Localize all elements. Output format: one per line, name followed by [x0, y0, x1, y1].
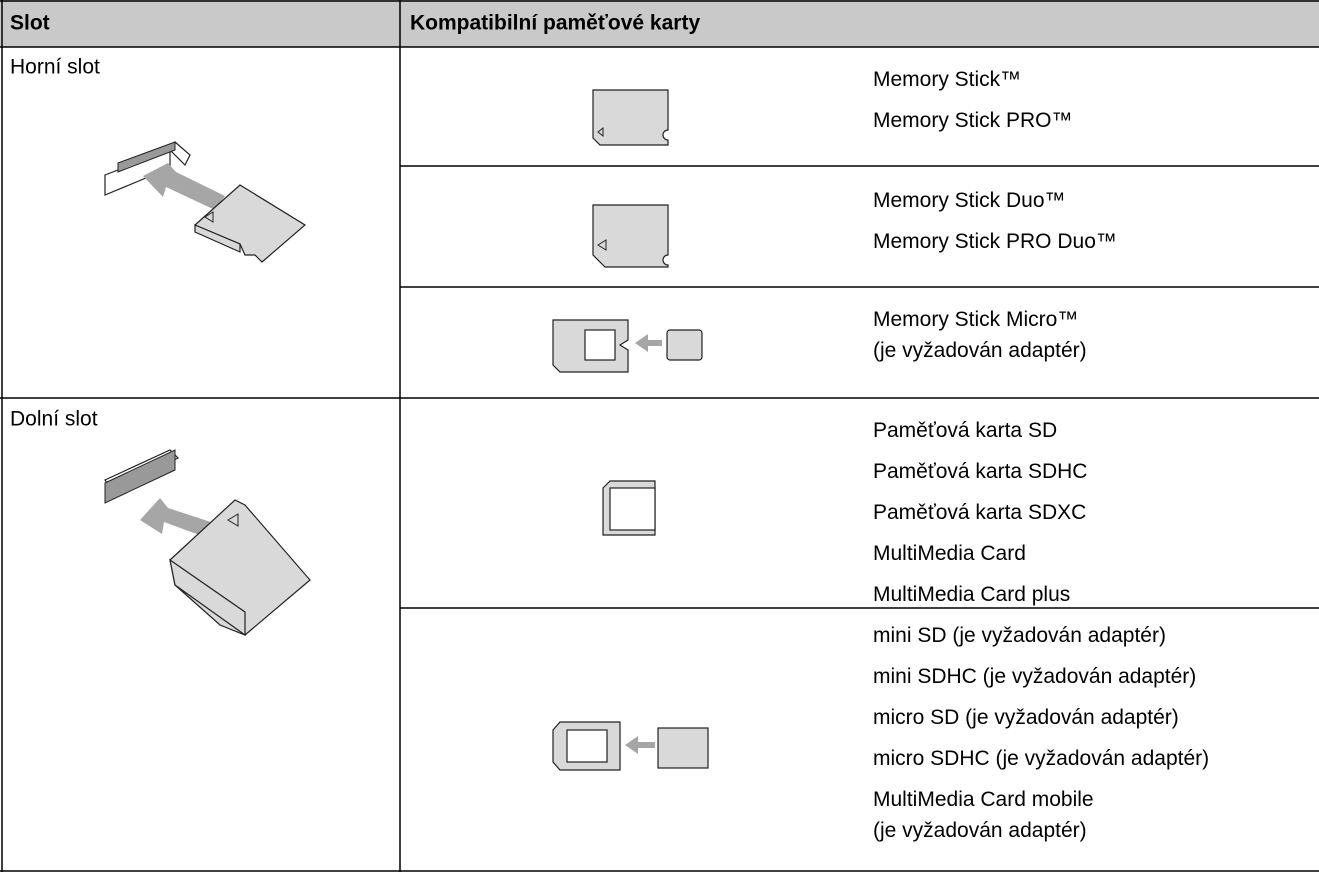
- card-name: Memory Stick PRO Duo™: [873, 230, 1117, 253]
- slot-label: Horní slot: [10, 56, 100, 79]
- header-cell: Kompatibilní paměťové karty: [410, 12, 700, 35]
- slot-label: Dolní slot: [10, 408, 98, 431]
- card-name: Paměťová karta SDXC: [873, 501, 1086, 524]
- card-icon: [602, 480, 656, 536]
- card-name: mini SD (je vyžadován adaptér): [873, 624, 1166, 647]
- card-name: Paměťová karta SDHC: [873, 460, 1087, 483]
- card-name: MultiMedia Card: [873, 542, 1026, 565]
- card-name: Memory Stick™: [873, 68, 1021, 91]
- card-name: mini SDHC (je vyžadován adaptér): [873, 665, 1196, 688]
- header-cell: Slot: [10, 12, 50, 35]
- card-name: MultiMedia Card mobile (je vyžadován adap…: [873, 788, 1094, 842]
- slot-illustration: [104, 141, 307, 263]
- card-name: MultiMedia Card plus: [873, 583, 1070, 606]
- card-icon: [552, 721, 709, 771]
- card-name: Memory Stick PRO™: [873, 109, 1073, 132]
- card-icon: [592, 204, 669, 268]
- card-name: Memory Stick Duo™: [873, 189, 1066, 212]
- card-name: micro SD (je vyžadován adaptér): [873, 706, 1179, 729]
- card-name: Memory Stick Micro™ (je vyžadován adaptér…: [873, 308, 1087, 362]
- card-name: Paměťová karta SD: [873, 419, 1057, 442]
- card-name: micro SDHC (je vyžadován adaptér): [873, 747, 1209, 770]
- card-icon: [552, 319, 703, 373]
- header-background: [0, 0, 1319, 47]
- card-icon: [592, 89, 669, 146]
- slot-illustration: [104, 449, 311, 637]
